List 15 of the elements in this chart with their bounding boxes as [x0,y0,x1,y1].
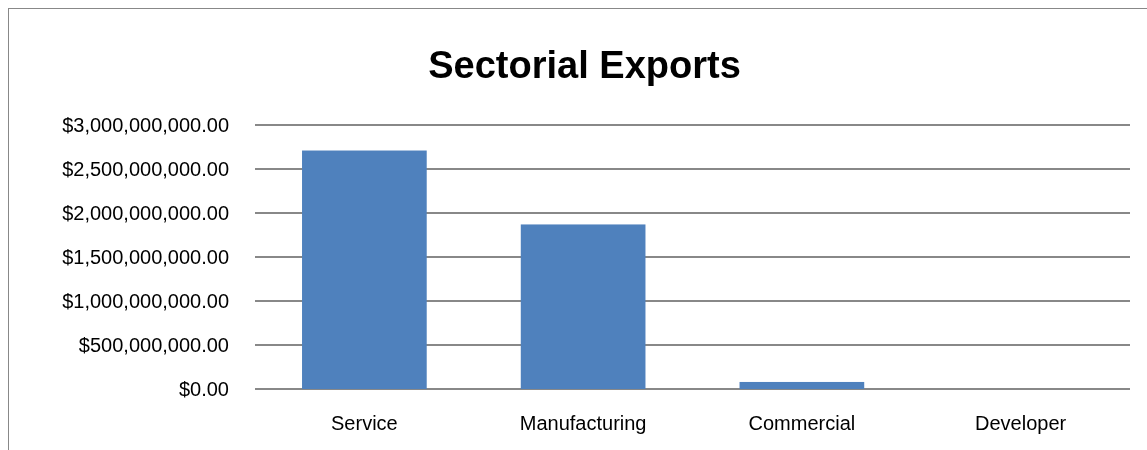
y-tick-label: $3,000,000,000.00 [62,114,229,136]
x-tick-label: Service [331,412,398,434]
bar [739,381,865,389]
y-tick-label: $1,000,000,000.00 [62,290,229,312]
y-tick-label: $2,500,000,000.00 [62,158,229,180]
x-tick-label: Manufacturing [519,412,647,434]
y-tick-label: $0.00 [178,378,229,400]
bar [302,150,427,389]
y-tick-label: $500,000,000.00 [78,334,229,356]
y-tick-label: $2,000,000,000.00 [62,202,229,224]
x-tick-label: Commercial [748,412,856,434]
x-tick-label: Developer [975,412,1067,434]
chart-title: Sectorial Exports [428,44,741,86]
y-tick-label: $1,500,000,000.00 [62,246,229,268]
bar [520,224,646,389]
